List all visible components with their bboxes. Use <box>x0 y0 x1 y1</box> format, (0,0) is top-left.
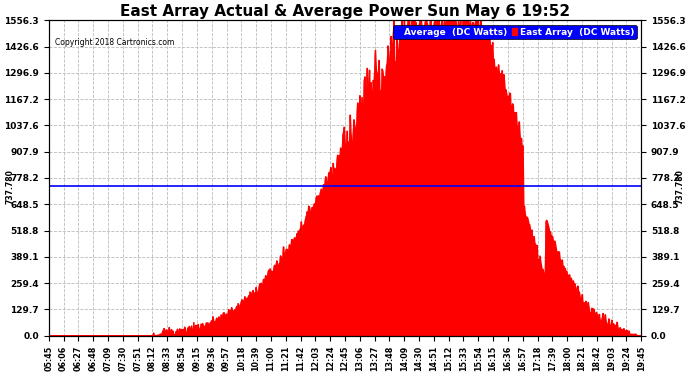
Title: East Array Actual & Average Power Sun May 6 19:52: East Array Actual & Average Power Sun Ma… <box>120 4 570 19</box>
Legend: Average  (DC Watts), East Array  (DC Watts): Average (DC Watts), East Array (DC Watts… <box>393 25 637 39</box>
Text: 737.780: 737.780 <box>6 169 14 204</box>
Text: 737.780: 737.780 <box>676 169 684 204</box>
Text: Copyright 2018 Cartronics.com: Copyright 2018 Cartronics.com <box>55 38 175 47</box>
